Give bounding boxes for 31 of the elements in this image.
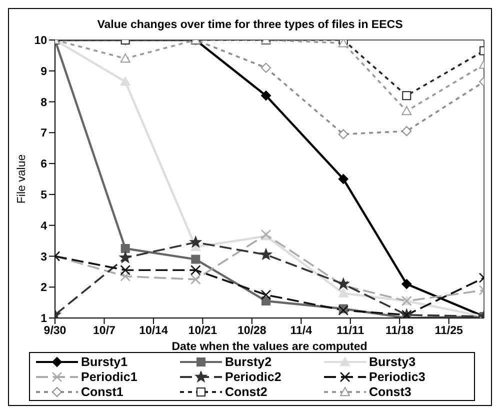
- legend-label: Const2: [225, 384, 268, 398]
- legend-label: Periodic2: [225, 370, 282, 384]
- legend-label: Const3: [369, 384, 412, 398]
- y-tick-label: 5: [40, 190, 48, 202]
- x-axis-title: Date when the values are computed: [172, 341, 368, 353]
- y-tick-label: 3: [40, 251, 47, 264]
- legend-label: Const1: [81, 384, 124, 398]
- x-tick-label: 10/28: [238, 325, 267, 338]
- legend-label: Bursty3: [369, 354, 416, 368]
- x-tick-label: 10/7: [93, 325, 116, 338]
- legend-label: Periodic1: [81, 370, 138, 384]
- x-tick-label: 11/4: [290, 325, 313, 338]
- y-tick-label: 2: [40, 282, 47, 294]
- legend-label: Bursty1: [81, 354, 128, 368]
- legend-label: Bursty2: [225, 354, 272, 368]
- x-tick-label: 11/25: [434, 325, 464, 338]
- x-tick-label: 10/14: [139, 325, 168, 338]
- x-tick-label: 11/11: [336, 325, 365, 338]
- legend-label: Periodic3: [369, 370, 426, 384]
- y-tick-label: 10: [34, 35, 47, 48]
- y-tick-label: 8: [40, 96, 48, 109]
- chart-title: Value changes over time for three types of files in EECS: [96, 19, 404, 31]
- y-tick-label: 1: [40, 313, 48, 326]
- y-axis-title: File value: [16, 154, 28, 204]
- x-tick-label: 9/30: [44, 325, 66, 338]
- y-tick-label: 4: [40, 220, 48, 232]
- x-tick-label: 11/18: [386, 325, 414, 338]
- y-tick-label: 9: [40, 66, 47, 78]
- x-tick-label: 10/21: [188, 325, 218, 338]
- y-tick-label: 6: [40, 158, 47, 171]
- y-tick-label: 7: [40, 128, 47, 140]
